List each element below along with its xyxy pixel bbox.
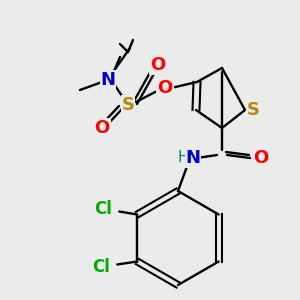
Text: N: N [185, 149, 200, 167]
Text: O: O [94, 119, 110, 137]
Text: S: S [122, 96, 134, 114]
Text: O: O [158, 79, 172, 97]
Text: Cl: Cl [92, 257, 110, 275]
Text: H: H [177, 151, 189, 166]
Text: Cl: Cl [94, 200, 112, 218]
Text: S: S [247, 101, 260, 119]
Text: N: N [100, 71, 116, 89]
Text: O: O [254, 149, 268, 167]
Text: O: O [150, 56, 166, 74]
